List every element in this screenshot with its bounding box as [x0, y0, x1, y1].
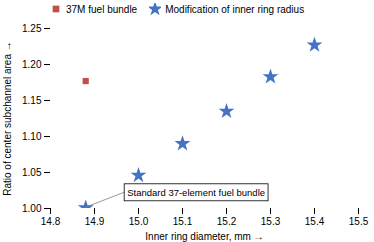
svg-text:1.25: 1.25 [22, 23, 42, 34]
svg-text:15.1: 15.1 [173, 216, 193, 227]
svg-text:15.3: 15.3 [261, 216, 281, 227]
html-text:37M fuel bundle: 37M fuel bundle [66, 3, 138, 15]
html-text:Modification of inner ring rad: Modification of inner ring radius [165, 3, 305, 15]
svg-text:1.10: 1.10 [22, 131, 42, 142]
svg-text:Standard 37-element fuel bundl: Standard 37-element fuel bundle [127, 187, 265, 198]
svg-text:Inner ring diameter, mm →: Inner ring diameter, mm → [145, 231, 263, 242]
svg-text:15.0: 15.0 [129, 216, 149, 227]
svg-text:1.20: 1.20 [22, 59, 42, 70]
svg-text:14.8: 14.8 [41, 216, 61, 227]
svg-text:15.5: 15.5 [349, 216, 369, 227]
svg-text:1.15: 1.15 [22, 95, 42, 106]
svg-text:15.2: 15.2 [217, 216, 237, 227]
svg-text:Ratio of center subchannel are: Ratio of center subchannel area → [2, 41, 13, 196]
svg-text:1.05: 1.05 [22, 167, 42, 178]
svg-text:1.00: 1.00 [22, 203, 42, 214]
svg-text:15.4: 15.4 [305, 216, 325, 227]
svg-text:14.9: 14.9 [85, 216, 105, 227]
